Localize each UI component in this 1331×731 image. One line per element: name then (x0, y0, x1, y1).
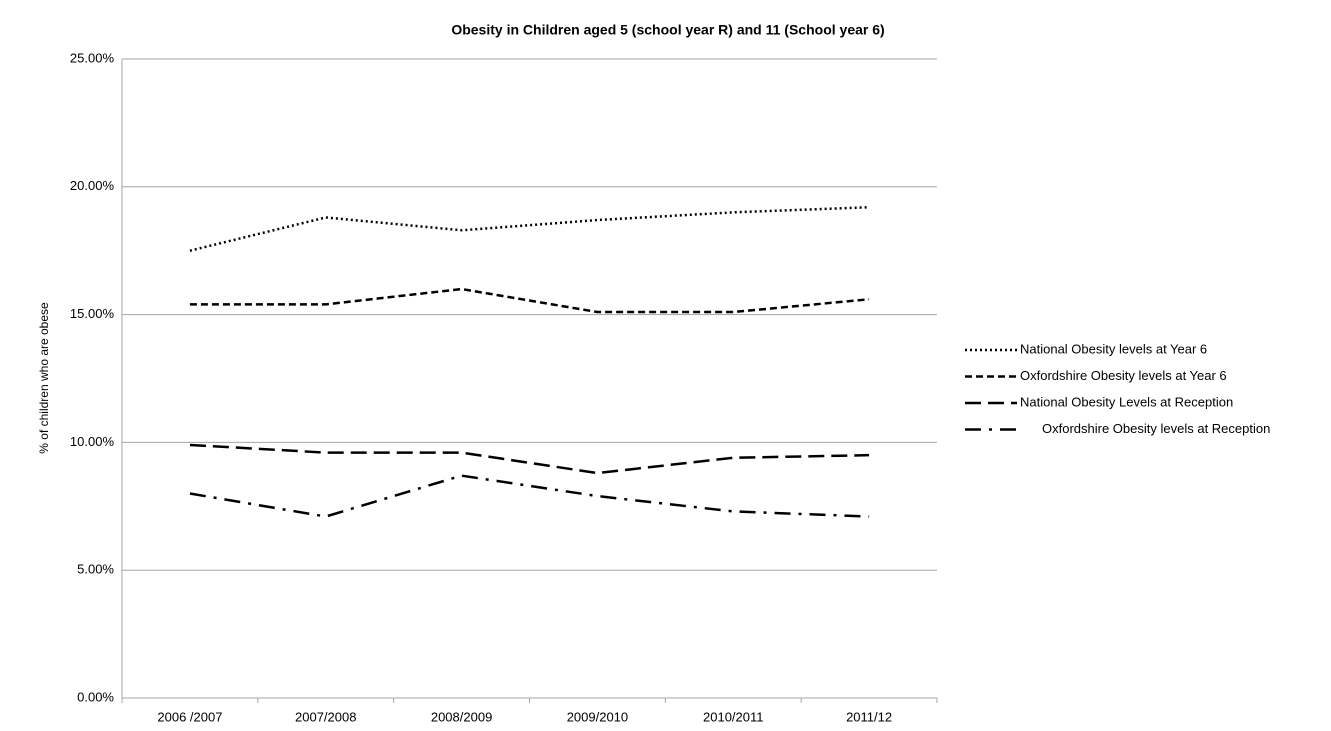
legend-label: Oxfordshire Obesity levels at Year 6 (1020, 368, 1227, 383)
x-tick-label: 2010/2011 (703, 709, 764, 724)
y-tick-label: 10.00% (70, 434, 115, 449)
y-tick-label: 15.00% (70, 306, 115, 321)
series-line (189, 474, 870, 518)
x-tick-label: 2007/2008 (295, 709, 356, 724)
y-axis-label: % of children who are obese (37, 302, 51, 454)
chart-title: Obesity in Children aged 5 (school year … (451, 22, 884, 38)
legend-label: National Obesity Levels at Reception (1020, 394, 1233, 409)
x-tick-label: 2006 /2007 (157, 709, 222, 724)
x-tick-label: 2009/2010 (567, 709, 628, 724)
series-line (189, 287, 870, 314)
y-tick-label: 5.00% (77, 562, 114, 577)
legend-label: National Obesity levels at Year 6 (1020, 341, 1207, 356)
y-tick-label: 20.00% (70, 178, 115, 193)
legend-label: Oxfordshire Obesity levels at Reception (1042, 421, 1270, 436)
series-line (189, 205, 870, 252)
x-tick-label: 2008/2009 (431, 709, 492, 724)
y-tick-label: 0.00% (77, 689, 114, 704)
series-line (189, 443, 870, 475)
x-tick-label: 2011/12 (846, 709, 892, 724)
y-tick-label: 25.00% (70, 50, 115, 65)
